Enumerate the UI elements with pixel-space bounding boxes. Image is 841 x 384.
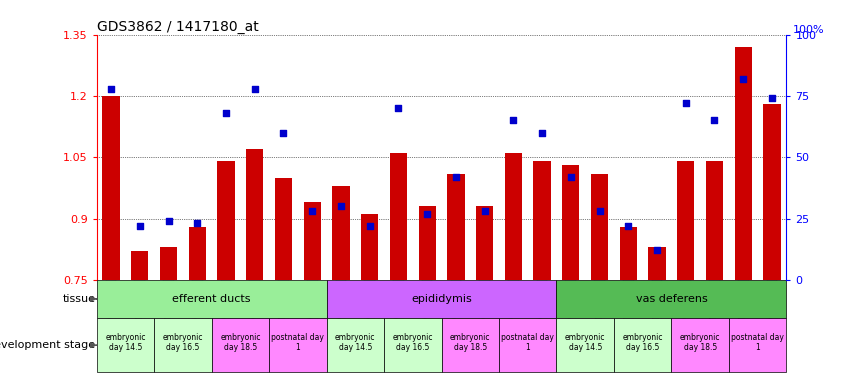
Text: tissue: tissue <box>62 294 95 304</box>
Bar <box>677 161 695 280</box>
Text: embryonic
day 18.5: embryonic day 18.5 <box>220 333 261 352</box>
Bar <box>275 178 292 280</box>
Point <box>536 129 549 136</box>
Text: 100%: 100% <box>793 25 825 35</box>
Text: development stage: development stage <box>0 340 95 350</box>
Point <box>708 118 722 124</box>
Point <box>679 100 692 106</box>
Bar <box>269 318 326 372</box>
Text: epididymis: epididymis <box>411 294 472 304</box>
Point <box>191 220 204 227</box>
Text: efferent ducts: efferent ducts <box>172 294 251 304</box>
Bar <box>499 318 557 372</box>
Bar <box>212 318 269 372</box>
Text: embryonic
day 14.5: embryonic day 14.5 <box>105 333 145 352</box>
Text: postnatal day
1: postnatal day 1 <box>501 333 554 352</box>
Bar <box>671 318 729 372</box>
Point <box>305 208 319 214</box>
Point <box>478 208 491 214</box>
Point <box>277 129 290 136</box>
Point <box>363 223 377 229</box>
Bar <box>97 280 326 318</box>
Bar <box>620 227 637 280</box>
Point <box>621 223 635 229</box>
Bar <box>735 47 752 280</box>
Bar <box>557 318 614 372</box>
Point <box>161 218 175 224</box>
Point <box>506 118 520 124</box>
Bar <box>188 227 206 280</box>
Bar <box>97 318 154 372</box>
Text: embryonic
day 18.5: embryonic day 18.5 <box>450 333 490 352</box>
Bar <box>246 149 263 280</box>
Bar <box>131 251 148 280</box>
Point <box>104 86 118 92</box>
Bar <box>304 202 320 280</box>
Text: embryonic
day 14.5: embryonic day 14.5 <box>565 333 606 352</box>
Point <box>449 174 463 180</box>
Bar <box>332 186 350 280</box>
Bar <box>326 318 384 372</box>
Bar <box>562 166 579 280</box>
Point <box>133 223 146 229</box>
Point <box>650 247 664 253</box>
Point <box>737 76 750 82</box>
Bar <box>706 161 723 280</box>
Point <box>248 86 262 92</box>
Text: postnatal day
1: postnatal day 1 <box>272 333 325 352</box>
Text: postnatal day
1: postnatal day 1 <box>731 333 784 352</box>
Bar <box>103 96 119 280</box>
Bar <box>729 318 786 372</box>
Text: embryonic
day 16.5: embryonic day 16.5 <box>162 333 204 352</box>
Point <box>420 210 434 217</box>
Bar <box>361 214 378 280</box>
Bar <box>533 161 551 280</box>
Bar <box>505 153 522 280</box>
Text: embryonic
day 14.5: embryonic day 14.5 <box>335 333 376 352</box>
Bar <box>160 247 177 280</box>
Text: GDS3862 / 1417180_at: GDS3862 / 1417180_at <box>97 20 258 33</box>
Bar <box>447 174 464 280</box>
Text: vas deferens: vas deferens <box>636 294 707 304</box>
Bar <box>648 247 665 280</box>
Bar <box>614 318 671 372</box>
Text: embryonic
day 18.5: embryonic day 18.5 <box>680 333 721 352</box>
Bar <box>476 206 493 280</box>
Text: embryonic
day 16.5: embryonic day 16.5 <box>393 333 433 352</box>
Bar <box>326 280 557 318</box>
Bar <box>389 153 407 280</box>
Point <box>593 208 606 214</box>
Bar <box>384 318 442 372</box>
Bar <box>154 318 212 372</box>
Point <box>334 203 347 209</box>
Point <box>564 174 578 180</box>
Point <box>220 110 233 116</box>
Bar <box>764 104 780 280</box>
Bar <box>217 161 235 280</box>
Bar <box>442 318 499 372</box>
Point <box>392 105 405 111</box>
Text: embryonic
day 16.5: embryonic day 16.5 <box>622 333 663 352</box>
Bar <box>591 174 608 280</box>
Bar <box>557 280 786 318</box>
Bar <box>419 206 436 280</box>
Point <box>765 95 779 101</box>
